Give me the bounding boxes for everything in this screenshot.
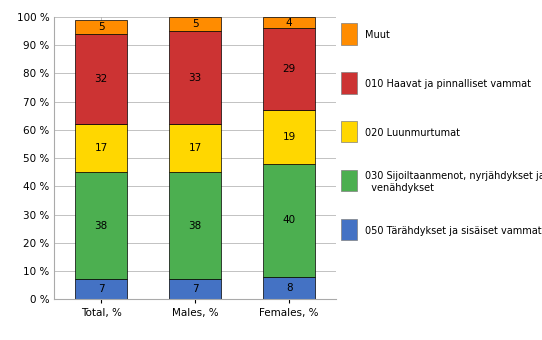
Bar [75, 20, 127, 34]
Text: 7: 7 [98, 284, 105, 294]
Text: 33: 33 [189, 73, 202, 83]
Text: 020 Luunmurtumat: 020 Luunmurtumat [365, 128, 460, 138]
Text: 7: 7 [192, 284, 198, 294]
Text: 19: 19 [282, 132, 296, 142]
Bar [169, 17, 221, 31]
Bar [263, 28, 315, 110]
Bar [75, 34, 127, 124]
FancyBboxPatch shape [341, 121, 357, 142]
Bar [263, 164, 315, 277]
Text: 32: 32 [94, 74, 108, 84]
Bar [169, 172, 221, 279]
FancyBboxPatch shape [341, 23, 357, 45]
FancyBboxPatch shape [341, 170, 357, 191]
Text: 40: 40 [282, 215, 295, 225]
Text: 38: 38 [189, 221, 202, 231]
Text: 4: 4 [286, 18, 292, 28]
Bar [75, 279, 127, 299]
Text: 010 Haavat ja pinnalliset vammat: 010 Haavat ja pinnalliset vammat [365, 79, 531, 89]
Bar [263, 277, 315, 299]
Text: Muut: Muut [365, 30, 390, 40]
Text: 17: 17 [94, 143, 108, 153]
Bar [169, 124, 221, 172]
Bar [169, 31, 221, 124]
Text: 17: 17 [189, 143, 202, 153]
Bar [75, 124, 127, 172]
Text: 5: 5 [192, 19, 198, 29]
Bar [169, 279, 221, 299]
Text: 38: 38 [94, 221, 108, 231]
Bar [263, 110, 315, 164]
Text: 5: 5 [98, 22, 105, 32]
Text: 29: 29 [282, 64, 296, 74]
Bar [263, 17, 315, 28]
Bar [75, 172, 127, 279]
Text: 030 Sijoiltaanmenot, nyrjähdykset ja
  venähdykset: 030 Sijoiltaanmenot, nyrjähdykset ja ven… [365, 171, 542, 193]
FancyBboxPatch shape [341, 72, 357, 94]
FancyBboxPatch shape [341, 219, 357, 240]
Text: 8: 8 [286, 283, 292, 293]
Text: 050 Tärähdykset ja sisäiset vammat: 050 Tärähdykset ja sisäiset vammat [365, 226, 541, 236]
